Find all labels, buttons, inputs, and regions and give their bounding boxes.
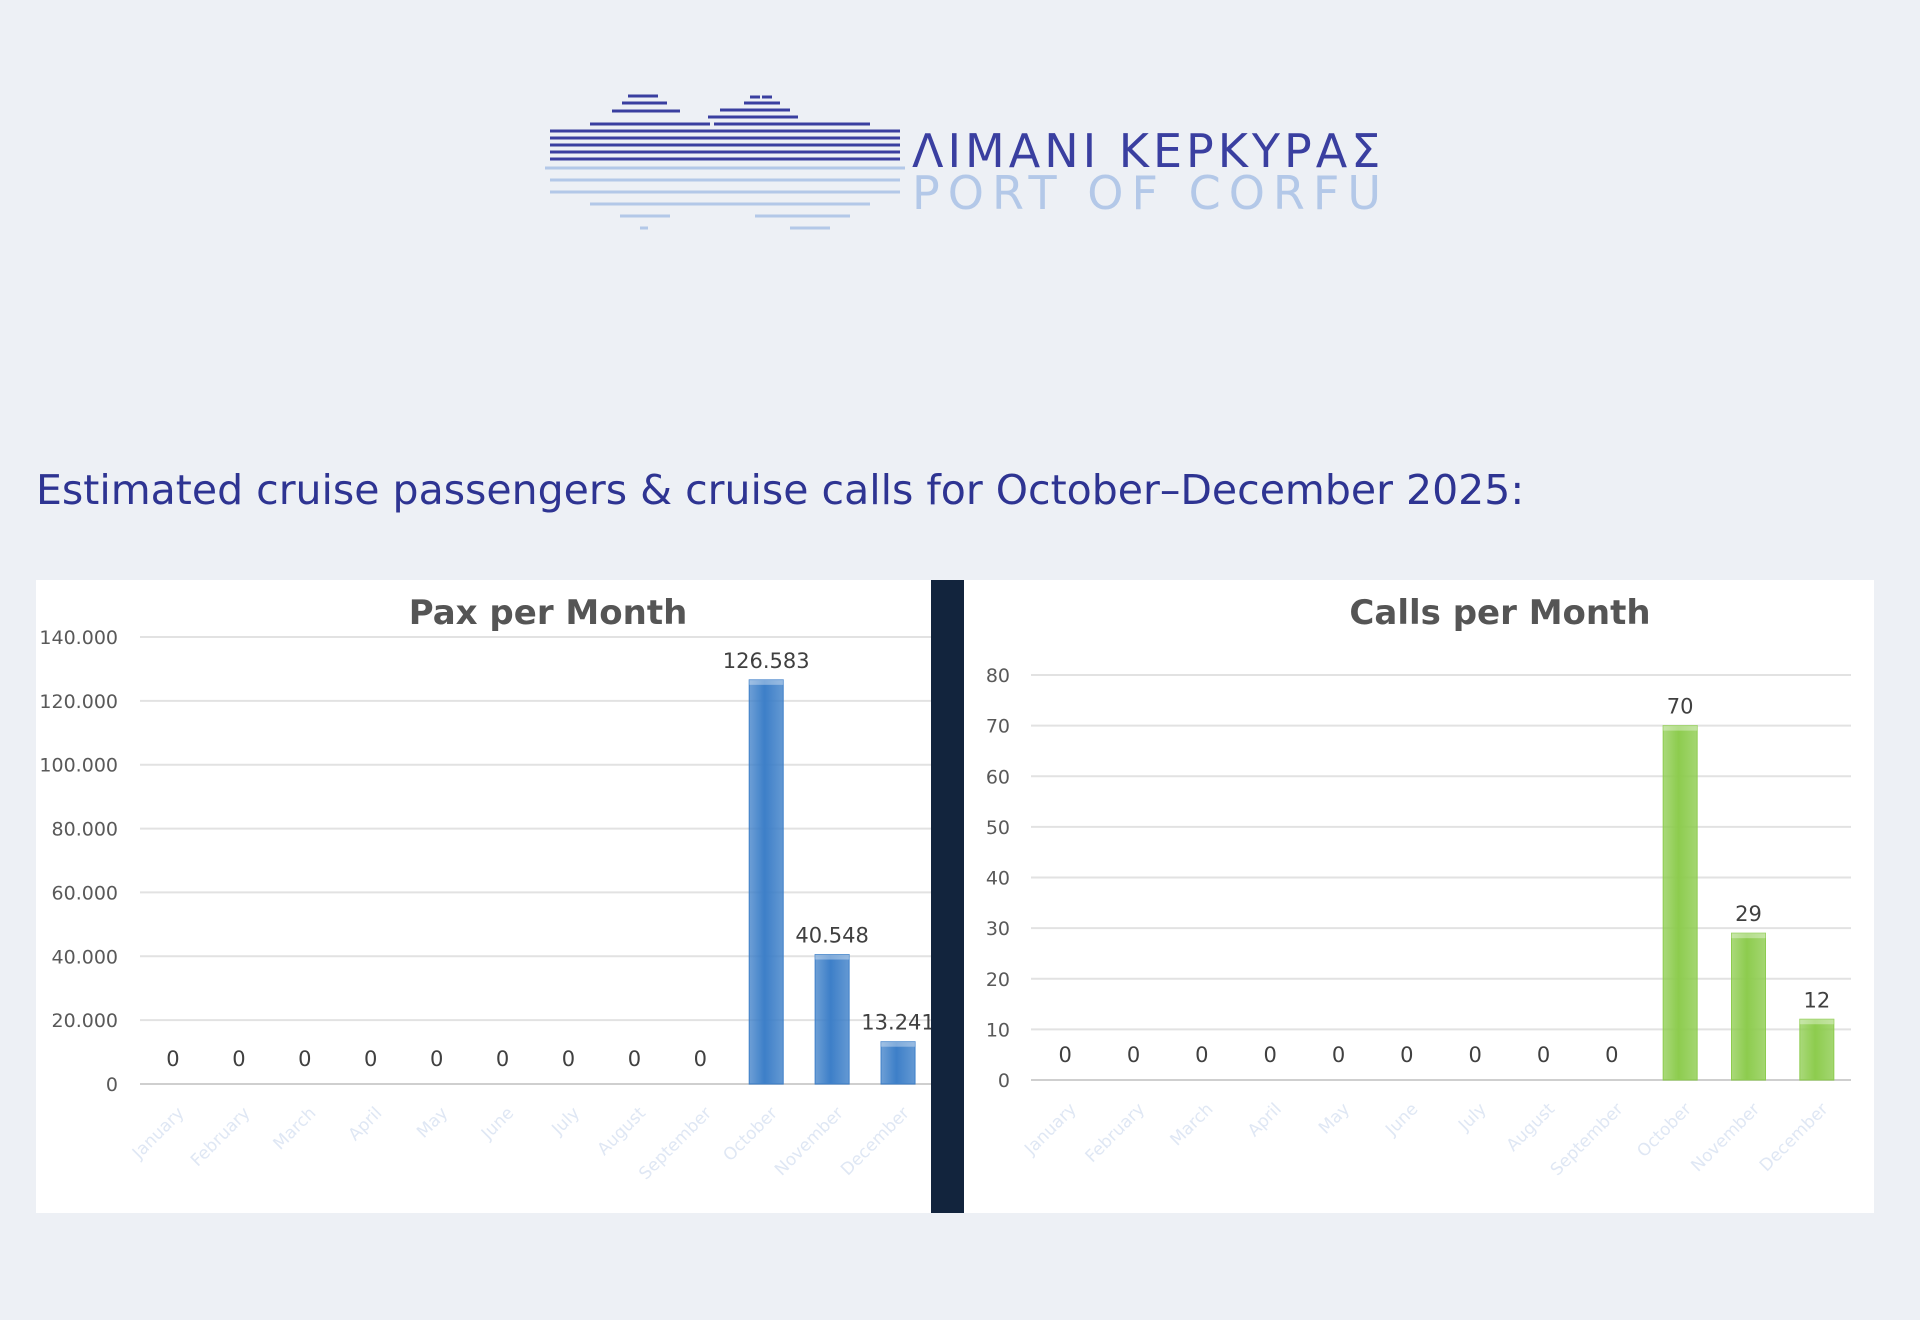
pax-data-label: 0 (562, 1047, 575, 1071)
calls-data-label: 0 (1605, 1043, 1618, 1067)
pax-bar (880, 1041, 916, 1085)
calls-y-tick-label: 0 (998, 1070, 1010, 1092)
calls-y-tick-label: 10 (986, 1019, 1010, 1041)
pax-data-label: 13.241 (861, 1011, 931, 1035)
calls-category-label: March (1167, 1099, 1218, 1150)
pax-data-label: 0 (298, 1047, 311, 1071)
calls-y-tick-label: 70 (986, 716, 1010, 738)
calls-data-label: 0 (1127, 1043, 1140, 1067)
calls-data-label: 12 (1803, 988, 1830, 1012)
calls-data-label: 0 (1263, 1043, 1276, 1067)
pax-category-label: March (270, 1103, 321, 1154)
pax-category-label: May (413, 1103, 452, 1142)
calls-bar-highlight (1731, 933, 1766, 939)
pax-bar (814, 954, 850, 1085)
port-logo: ΛΙΜΑΝΙ ΚΕΡΚΥΡΑΣ PORT OF CORFU (540, 90, 1381, 260)
pax-bar-highlight (749, 679, 784, 685)
calls-category-label: January (1020, 1099, 1080, 1159)
pax-y-tick-label: 100.000 (39, 755, 118, 777)
pax-category-label: January (128, 1103, 188, 1163)
pax-category-label: April (345, 1103, 387, 1145)
calls-category-label: November (1687, 1099, 1764, 1176)
calls-category-label: April (1244, 1099, 1286, 1141)
calls-y-tick-label: 20 (986, 969, 1010, 991)
calls-y-tick-label: 80 (986, 665, 1010, 687)
pax-data-label: 40.548 (795, 924, 868, 948)
charts-panel: Pax per Month 0 20.000 40.000 60.000 80.000 10… (36, 580, 1874, 1213)
pax-category-label: February (187, 1103, 254, 1170)
calls-y-tick-label: 50 (986, 817, 1010, 839)
calls-category-label: June (1381, 1099, 1422, 1140)
pax-category-label: October (719, 1103, 781, 1165)
logo-subtitle: PORT OF CORFU (912, 166, 1389, 220)
pax-per-month-chart: Pax per Month 0 20.000 40.000 60.000 80.000 10… (39, 593, 931, 1184)
pax-category-label: August (594, 1103, 650, 1159)
pax-chart-title: Pax per Month (409, 593, 688, 633)
pax-data-label: 0 (166, 1047, 179, 1071)
calls-data-label: 70 (1667, 695, 1694, 719)
calls-data-label: 0 (1058, 1043, 1071, 1067)
chart-divider (931, 580, 964, 1213)
calls-bar-highlight (1799, 1019, 1834, 1025)
calls-bar (1731, 932, 1766, 1081)
calls-category-label: September (1547, 1099, 1628, 1180)
pax-data-label: 0 (364, 1047, 377, 1071)
calls-y-tick-label: 40 (986, 868, 1010, 890)
pax-data-label: 0 (628, 1047, 641, 1071)
calls-chart-title: Calls per Month (1349, 593, 1650, 633)
pax-category-label: December (837, 1103, 913, 1179)
calls-category-label: July (1454, 1099, 1490, 1135)
pax-y-tick-label: 60.000 (52, 882, 118, 904)
pax-y-tick-label: 0 (106, 1074, 118, 1096)
pax-data-label: 126.583 (723, 649, 810, 673)
calls-data-label: 0 (1400, 1043, 1413, 1067)
pax-data-label: 0 (694, 1047, 707, 1071)
pax-data-label: 0 (232, 1047, 245, 1071)
pax-bar-highlight (881, 1041, 916, 1047)
page-heading: Estimated cruise passengers & cruise cal… (36, 466, 1525, 514)
pax-category-label: July (548, 1103, 584, 1139)
calls-bar-highlight (1663, 725, 1698, 731)
pax-y-tick-label: 140.000 (39, 627, 118, 649)
ship-skyline-icon (545, 94, 905, 230)
pax-data-label: 0 (430, 1047, 443, 1071)
pax-y-tick-label: 20.000 (52, 1010, 118, 1032)
pax-y-tick-label: 80.000 (52, 819, 118, 841)
pax-bar (748, 679, 784, 1085)
calls-category-label: August (1503, 1099, 1559, 1155)
calls-data-label: 0 (1537, 1043, 1550, 1067)
pax-category-label: November (771, 1103, 848, 1180)
calls-category-label: May (1315, 1099, 1354, 1138)
pax-data-label: 0 (496, 1047, 509, 1071)
calls-category-label: February (1082, 1099, 1149, 1166)
calls-data-label: 0 (1468, 1043, 1481, 1067)
pax-y-tick-label: 120.000 (39, 691, 118, 713)
calls-data-label: 29 (1735, 902, 1762, 926)
calls-bar (1662, 725, 1698, 1081)
calls-data-label: 0 (1195, 1043, 1208, 1067)
calls-data-label: 0 (1332, 1043, 1345, 1067)
pax-bar-highlight (815, 954, 850, 960)
calls-y-tick-label: 30 (986, 918, 1010, 940)
logo-title: ΛΙΜΑΝΙ ΚΕΡΚΥΡΑΣ (912, 124, 1385, 178)
calls-category-label: October (1633, 1099, 1695, 1161)
calls-category-label: December (1756, 1099, 1832, 1175)
calls-bar (1799, 1018, 1835, 1081)
pax-y-tick-label: 40.000 (52, 946, 118, 968)
pax-category-label: June (477, 1103, 518, 1144)
calls-y-tick-label: 60 (986, 766, 1010, 788)
calls-per-month-chart: Calls per Month 0 10 20 30 40 50 60 70 80 0 January… (986, 593, 1851, 1180)
